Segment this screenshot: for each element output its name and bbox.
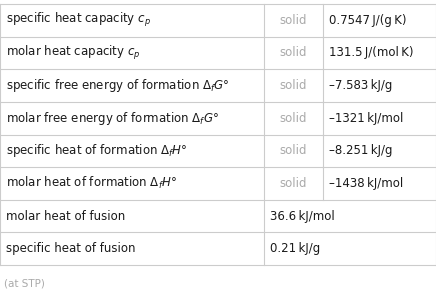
Text: molar heat of formation $\Delta_f H°$: molar heat of formation $\Delta_f H°$ [6,176,177,192]
Text: solid: solid [279,46,307,59]
Text: molar free energy of formation $\Delta_f G°$: molar free energy of formation $\Delta_f… [6,110,219,127]
Text: solid: solid [279,112,307,125]
Text: solid: solid [279,14,307,27]
Text: solid: solid [279,79,307,92]
Text: solid: solid [279,177,307,190]
Text: specific heat of fusion: specific heat of fusion [6,242,136,255]
Text: –7.583 kJ/g: –7.583 kJ/g [329,79,392,92]
Text: 36.6 kJ/mol: 36.6 kJ/mol [270,210,334,222]
Text: molar heat capacity $c_p$: molar heat capacity $c_p$ [6,44,140,62]
Text: specific heat capacity $c_p$: specific heat capacity $c_p$ [6,11,151,29]
Text: (at STP): (at STP) [4,278,45,288]
Text: 0.21 kJ/g: 0.21 kJ/g [270,242,320,255]
Text: molar heat of fusion: molar heat of fusion [6,210,125,222]
Text: 131.5 J/(mol K): 131.5 J/(mol K) [329,46,413,59]
Text: specific heat of formation $\Delta_f H°$: specific heat of formation $\Delta_f H°$ [6,142,187,159]
Text: –8.251 kJ/g: –8.251 kJ/g [329,144,392,157]
Text: solid: solid [279,144,307,157]
Text: 0.7547 J/(g K): 0.7547 J/(g K) [329,14,406,27]
Text: –1438 kJ/mol: –1438 kJ/mol [329,177,403,190]
Text: –1321 kJ/mol: –1321 kJ/mol [329,112,403,125]
Text: specific free energy of formation $\Delta_f G°$: specific free energy of formation $\Delt… [6,77,229,94]
